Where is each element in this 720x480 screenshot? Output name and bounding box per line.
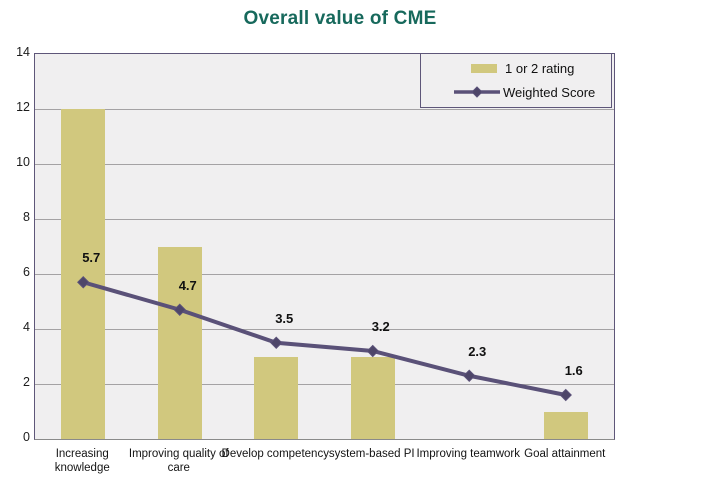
data-label: 2.3	[468, 343, 487, 359]
bar	[61, 109, 106, 439]
gridline	[35, 329, 614, 330]
line-marker-diamond-icon	[173, 303, 186, 316]
line-marker-diamond-icon	[559, 388, 572, 402]
gridline	[35, 384, 614, 385]
y-tick-label: 0	[23, 430, 30, 444]
y-tick-label: 10	[16, 155, 30, 169]
y-tick-label: 14	[16, 45, 30, 59]
data-label: 3.2	[371, 319, 390, 334]
line-marker-diamond-icon	[366, 344, 379, 358]
legend-label: Weighted Score	[503, 84, 596, 100]
data-label: 3.5	[275, 310, 294, 326]
x-category-label: system-based PI	[328, 448, 415, 460]
chart-title: Overall value of CME	[243, 8, 437, 29]
legend: 1 or 2 rating Weighted Score	[420, 53, 612, 108]
x-category-label: Develop competency	[221, 448, 329, 460]
bar	[350, 356, 395, 439]
x-category-label: Improving quality of care	[128, 448, 229, 474]
legend-label: 1 or 2 rating	[505, 61, 575, 77]
legend-line-diamond-swatch-icon	[454, 86, 500, 98]
gridline	[35, 274, 614, 275]
gridline	[35, 109, 614, 110]
y-tick-label: 6	[23, 265, 30, 279]
legend-bar-swatch-icon	[471, 64, 497, 74]
data-label: 1.6	[564, 363, 583, 378]
y-tick-label: 4	[23, 320, 30, 334]
x-category-label: Improving teamwork	[416, 448, 521, 460]
x-category-label: Increasing knowledge	[54, 448, 110, 474]
y-tick-label: 8	[23, 210, 30, 224]
bar	[543, 411, 588, 439]
data-label: 5.7	[82, 250, 101, 266]
y-tick-label: 2	[23, 375, 30, 389]
legend-item: 1 or 2 rating	[421, 59, 611, 79]
x-category-label: Goal attainment	[524, 448, 606, 460]
legend-item: Weighted Score	[421, 82, 611, 102]
line-marker-diamond-icon	[77, 276, 90, 289]
y-tick-label: 12	[16, 100, 30, 114]
line-marker-diamond-icon	[463, 369, 476, 382]
gridline	[35, 219, 614, 220]
gridline	[35, 164, 614, 165]
line-marker-diamond-icon	[270, 336, 283, 349]
bar	[157, 246, 202, 439]
bar	[254, 356, 299, 439]
data-label: 4.7	[178, 277, 197, 293]
weighted-score-line	[77, 276, 572, 402]
plot-area: 5.7 4.7 3.5 3.2 2.3 1.6	[34, 53, 615, 440]
